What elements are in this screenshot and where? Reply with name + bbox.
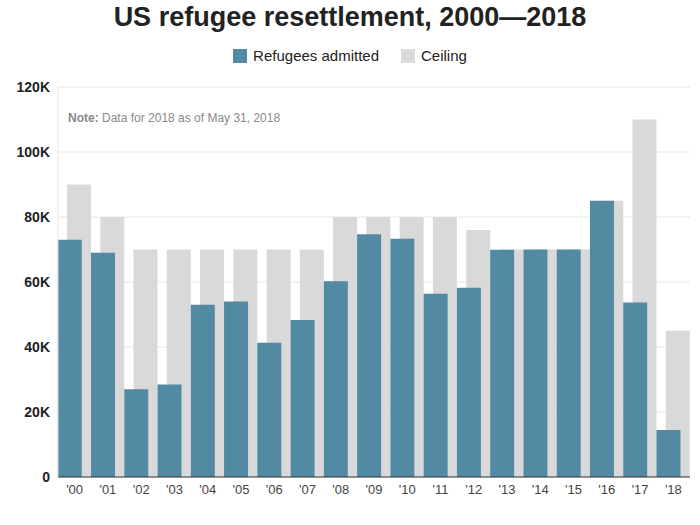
html-text:Note: Data for 2018 as of May: Note: Data for 2018 as of May 31, 2018 bbox=[68, 111, 281, 125]
svg-text:'00: '00 bbox=[66, 482, 83, 497]
svg-text:'07: '07 bbox=[299, 482, 316, 497]
svg-text:80K: 80K bbox=[24, 209, 50, 225]
html-text:Ceiling: Ceiling bbox=[421, 47, 467, 64]
svg-text:'03: '03 bbox=[166, 482, 183, 497]
svg-text:'05: '05 bbox=[232, 482, 249, 497]
svg-text:'14: '14 bbox=[532, 482, 549, 497]
svg-text:'09: '09 bbox=[366, 482, 383, 497]
svg-text:'01: '01 bbox=[99, 482, 116, 497]
svg-text:'16: '16 bbox=[598, 482, 615, 497]
html-text:US refugee resettlement, 2000—: US refugee resettlement, 2000—2018 bbox=[113, 2, 587, 32]
svg-text:'17: '17 bbox=[632, 482, 649, 497]
svg-text:'02: '02 bbox=[133, 482, 150, 497]
svg-text:'06: '06 bbox=[266, 482, 283, 497]
svg-text:120K: 120K bbox=[17, 79, 50, 95]
svg-text:20K: 20K bbox=[24, 404, 50, 420]
svg-text:'04: '04 bbox=[199, 482, 216, 497]
svg-text:60K: 60K bbox=[24, 274, 50, 290]
svg-text:'08: '08 bbox=[332, 482, 349, 497]
svg-text:40K: 40K bbox=[24, 339, 50, 355]
svg-text:'13: '13 bbox=[499, 482, 516, 497]
html-text:Refugees admitted: Refugees admitted bbox=[253, 47, 379, 64]
svg-text:'18: '18 bbox=[665, 482, 682, 497]
svg-text:'15: '15 bbox=[565, 482, 582, 497]
svg-text:'10: '10 bbox=[399, 482, 416, 497]
svg-text:0: 0 bbox=[42, 469, 50, 485]
svg-text:'11: '11 bbox=[433, 482, 449, 497]
svg-text:100K: 100K bbox=[17, 144, 50, 160]
svg-text:'12: '12 bbox=[465, 482, 482, 497]
